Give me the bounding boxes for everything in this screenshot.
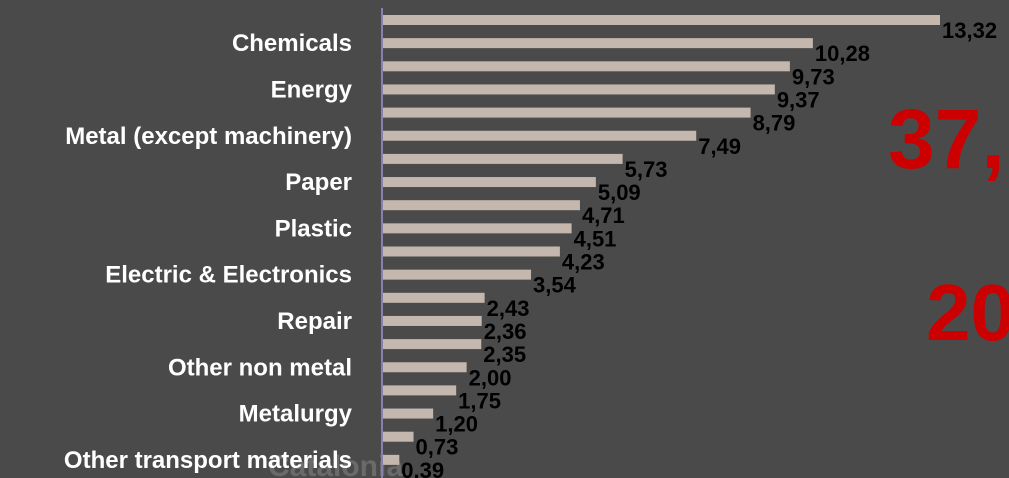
value-labels-group: 13,3210,289,739,378,797,495,735,094,714,… bbox=[401, 18, 997, 478]
bar bbox=[383, 84, 775, 95]
value-label: 2,36 bbox=[484, 319, 527, 344]
bar bbox=[383, 454, 400, 465]
value-label: 0,73 bbox=[416, 435, 459, 460]
bar bbox=[383, 223, 572, 234]
bar bbox=[383, 362, 467, 373]
value-label: 1,20 bbox=[435, 412, 478, 437]
category-label: Electric & Electronics bbox=[105, 262, 352, 289]
value-label: 4,23 bbox=[562, 250, 605, 275]
bar bbox=[383, 130, 697, 141]
value-label: 1,75 bbox=[458, 388, 501, 413]
bar bbox=[383, 38, 813, 49]
value-label: 7,49 bbox=[698, 134, 741, 159]
bar bbox=[383, 431, 414, 442]
value-label: 9,73 bbox=[792, 64, 835, 89]
category-label: Repair bbox=[277, 308, 352, 335]
bar bbox=[383, 292, 485, 303]
value-label: 4,51 bbox=[574, 226, 617, 251]
category-label: Plastic bbox=[275, 215, 352, 242]
value-label: 2,35 bbox=[483, 342, 526, 367]
category-label: Metalurgy bbox=[239, 401, 353, 428]
big-number-text-1: 37, bbox=[888, 92, 1005, 186]
value-label: 3,54 bbox=[533, 273, 577, 298]
category-label: Chemicals bbox=[232, 30, 352, 57]
category-label: Metal (except machinery) bbox=[65, 123, 352, 150]
bar bbox=[383, 408, 434, 419]
bar bbox=[383, 15, 940, 25]
value-label: 5,73 bbox=[625, 157, 668, 182]
bar bbox=[383, 246, 560, 257]
bar bbox=[383, 269, 532, 280]
big-number-text-2: 20 bbox=[926, 268, 1009, 357]
value-label: 0,39 bbox=[401, 458, 444, 478]
value-label: 5,09 bbox=[598, 180, 641, 205]
bar bbox=[383, 107, 751, 118]
bar bbox=[383, 200, 580, 211]
bars-group bbox=[383, 15, 940, 465]
category-label: Other non metal bbox=[168, 354, 352, 381]
background-text: Catalonia bbox=[268, 450, 403, 478]
value-label: 2,43 bbox=[487, 296, 530, 321]
category-label: Other transport materials bbox=[64, 447, 352, 474]
value-label: 10,28 bbox=[815, 41, 870, 66]
bar bbox=[383, 385, 457, 396]
bar bbox=[383, 61, 790, 72]
category-label: Paper bbox=[285, 169, 352, 196]
value-label: 4,71 bbox=[582, 203, 625, 228]
bar bbox=[383, 177, 596, 188]
value-label: 13,32 bbox=[942, 18, 997, 43]
value-label: 8,79 bbox=[753, 111, 796, 136]
value-label: 9,37 bbox=[777, 87, 820, 112]
bar bbox=[383, 339, 482, 350]
category-labels-group: Chemicals Energy Metal (except machinery) P… bbox=[64, 30, 353, 474]
bar bbox=[383, 315, 482, 326]
value-label: 2,00 bbox=[469, 365, 512, 390]
bar bbox=[383, 153, 623, 164]
category-label: Energy bbox=[271, 76, 353, 103]
